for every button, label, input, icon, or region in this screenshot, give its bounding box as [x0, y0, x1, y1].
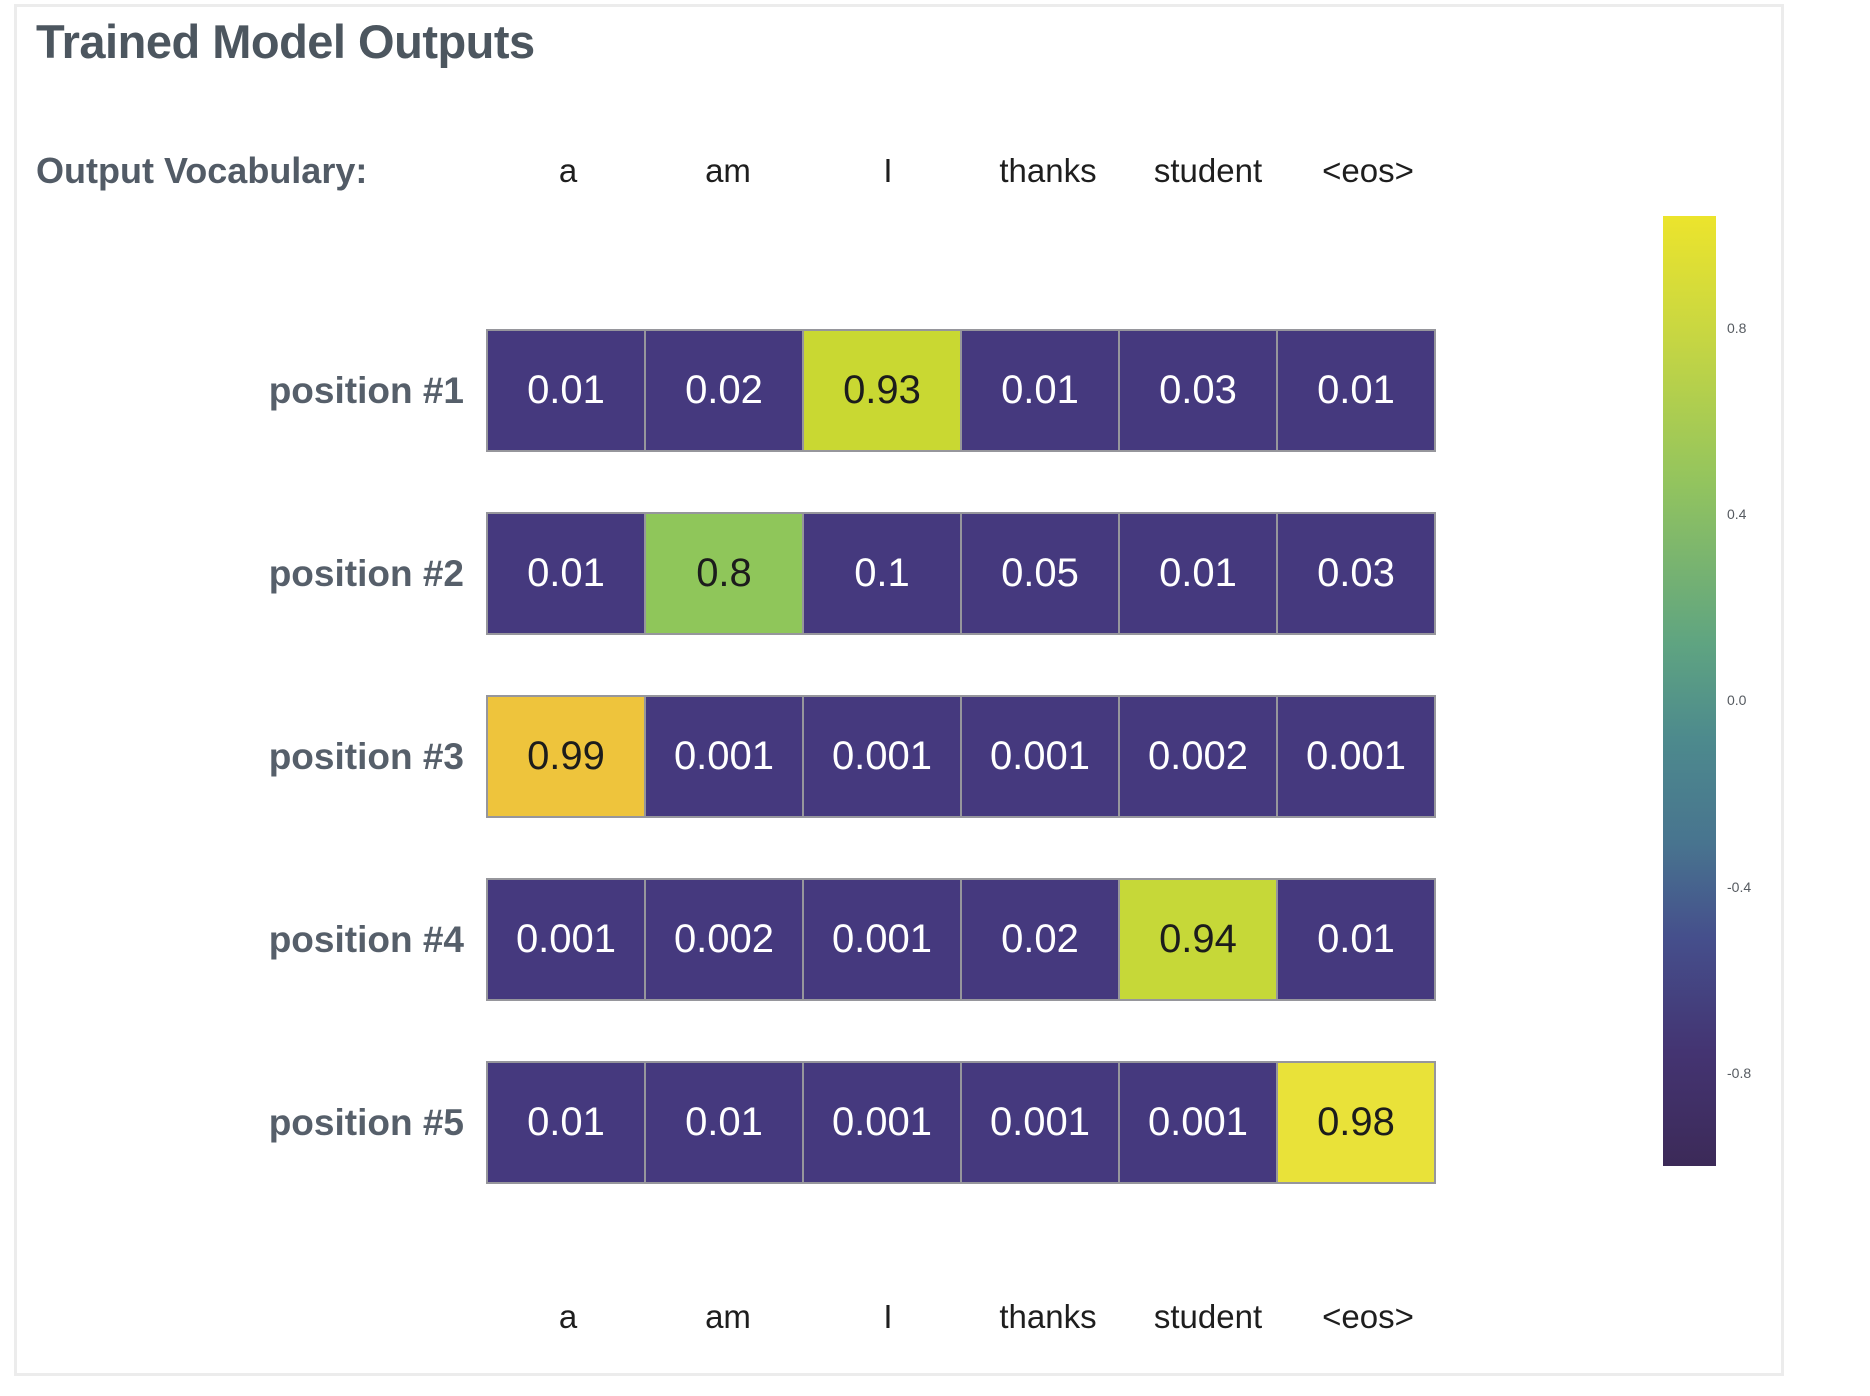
output-vocabulary-label: Output Vocabulary:: [36, 150, 368, 191]
vocab-header-label-2: I: [883, 152, 893, 189]
heatmap-cell-r1-c3: 0.93: [802, 329, 962, 452]
vocab-header-label-1: am: [705, 152, 751, 189]
heatmap-cell-r3-c2: 0.001: [644, 695, 804, 818]
figure-title: Trained Model Outputs: [36, 15, 535, 68]
heatmap-cell-r5-c5: 0.001: [1118, 1061, 1278, 1184]
heatmap-cell-r1-c4: 0.01: [960, 329, 1120, 452]
colorbar-tick-label-1: 0.4: [1727, 506, 1747, 523]
heatmap-cell-r2-c5: 0.01: [1118, 512, 1278, 635]
heatmap-cell-r5-c6: 0.98: [1276, 1061, 1436, 1184]
vocab-footer-label-1: am: [705, 1298, 751, 1335]
row-label-4: position #4: [268, 919, 464, 960]
colorbar-tick-label-2: 0.0: [1727, 692, 1747, 709]
vocab-footer-label-4: student: [1153, 1298, 1263, 1335]
heatmap-cell-r4-c4: 0.02: [960, 878, 1120, 1001]
heatmap-cell-r2-c4: 0.05: [960, 512, 1120, 635]
heatmap-cell-r3-c3: 0.001: [802, 695, 962, 818]
heatmap-row-3: position #3 0.99 0.001 0.001 0.001 0.002 0.001: [269, 695, 1448, 818]
vocab-footer-label-3: thanks: [999, 1298, 1097, 1335]
vocab-header-label-0: a: [558, 152, 578, 189]
heatmap-row-4: position #4 0.001 0.002 0.001 0.02 0.94 0.01: [269, 878, 1448, 1001]
vocab-header-label-5: <eos>: [1322, 152, 1414, 189]
vocab-footer-label-0: a: [558, 1298, 578, 1335]
heatmap-cell-r1-c2: 0.02: [644, 329, 804, 452]
heatmap-cell-r1-c1: 0.01: [486, 329, 646, 452]
heatmap-cell-r4-c6: 0.01: [1276, 878, 1436, 1001]
heatmap-cell-r3-c6: 0.001: [1276, 695, 1436, 818]
heatmap-cell-r2-c6: 0.03: [1276, 512, 1436, 635]
heatmap-cell-r4-c3: 0.001: [802, 878, 962, 1001]
row-label-3: position #3: [268, 736, 464, 777]
row-label-5: position #5: [268, 1102, 464, 1143]
heatmap-cell-r2-c2: 0.8: [644, 512, 804, 635]
colorbar-tick-label-3: -0.4: [1727, 878, 1752, 895]
heatmap-cell-r5-c4: 0.001: [960, 1061, 1120, 1184]
heatmap-cell-r3-c4: 0.001: [960, 695, 1120, 818]
colorbar-tick-label-0: 0.8: [1727, 319, 1747, 336]
row-label-1: position #1: [268, 370, 464, 411]
row-label-2: position #2: [268, 553, 464, 594]
heatmap-cell-r5-c3: 0.001: [802, 1061, 962, 1184]
heatmap-cell-r5-c2: 0.01: [644, 1061, 804, 1184]
vocab-footer-label-5: <eos>: [1322, 1298, 1414, 1335]
heatmap-cell-r5-c1: 0.01: [486, 1061, 646, 1184]
heatmap-cell-r2-c1: 0.01: [486, 512, 646, 635]
heatmap-cell-r1-c5: 0.03: [1118, 329, 1278, 452]
colorbar-tick-label-4: -0.8: [1727, 1064, 1752, 1081]
vocab-header-label-4: student: [1153, 152, 1263, 189]
heatmap-row-5: position #5 0.01 0.01 0.001 0.001 0.001 0.98: [269, 1061, 1448, 1184]
colorbar-gradient: [1663, 216, 1716, 1166]
heatmap-cell-r1-c6: 0.01: [1276, 329, 1436, 452]
heatmap-row-2: position #2 0.01 0.8 0.1 0.05 0.01 0.03: [269, 512, 1448, 635]
heatmap-row-1: position #1 0.01 0.02 0.93 0.01 0.03 0.01: [269, 329, 1448, 452]
heatmap-cell-r3-c5: 0.002: [1118, 695, 1278, 818]
heatmap-cell-r4-c2: 0.002: [644, 878, 804, 1001]
vocab-footer-label-2: I: [883, 1298, 893, 1335]
heatmap-cell-r3-c1: 0.99: [486, 695, 646, 818]
heatmap-cell-r4-c1: 0.001: [486, 878, 646, 1001]
heatmap-cell-r4-c5: 0.94: [1118, 878, 1278, 1001]
heatmap-cell-r2-c3: 0.1: [802, 512, 962, 635]
vocab-header-label-3: thanks: [999, 152, 1097, 189]
